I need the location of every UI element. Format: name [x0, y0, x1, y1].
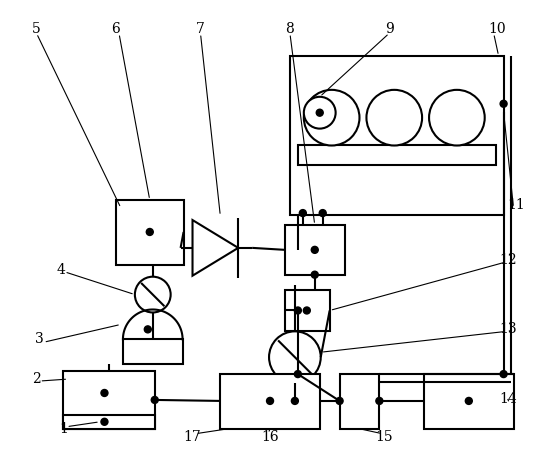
Circle shape — [336, 397, 343, 405]
Circle shape — [319, 210, 326, 217]
Text: 16: 16 — [261, 430, 279, 443]
Bar — [116, 200, 184, 265]
Circle shape — [144, 326, 151, 333]
Text: 7: 7 — [196, 22, 205, 36]
Circle shape — [135, 277, 171, 313]
Circle shape — [500, 100, 507, 107]
Circle shape — [101, 418, 108, 425]
Circle shape — [299, 210, 306, 217]
Text: 3: 3 — [35, 333, 44, 346]
Text: 6: 6 — [112, 22, 120, 36]
Circle shape — [304, 97, 336, 129]
Circle shape — [376, 397, 383, 405]
Text: 14: 14 — [500, 392, 517, 406]
Bar — [285, 289, 330, 331]
Bar — [220, 374, 320, 429]
Text: 1: 1 — [59, 422, 68, 436]
Text: 8: 8 — [285, 22, 294, 36]
Text: 4: 4 — [57, 263, 66, 277]
Circle shape — [429, 90, 485, 145]
Bar — [63, 415, 155, 429]
Text: 17: 17 — [184, 430, 201, 443]
Circle shape — [151, 396, 158, 404]
Text: 10: 10 — [488, 22, 506, 36]
Text: 9: 9 — [385, 22, 394, 36]
Circle shape — [367, 90, 422, 145]
Circle shape — [500, 371, 507, 377]
Text: 5: 5 — [32, 22, 41, 36]
Text: 15: 15 — [375, 430, 393, 443]
Bar — [424, 374, 513, 429]
Bar — [290, 56, 503, 215]
Circle shape — [465, 397, 473, 405]
Circle shape — [267, 397, 273, 405]
Circle shape — [291, 397, 299, 405]
Text: 12: 12 — [500, 253, 517, 267]
Bar — [298, 145, 496, 165]
Circle shape — [146, 228, 153, 236]
Polygon shape — [193, 220, 238, 276]
Circle shape — [269, 331, 321, 383]
Circle shape — [304, 307, 310, 314]
Bar — [285, 225, 344, 275]
Circle shape — [101, 390, 108, 396]
Bar — [63, 371, 155, 429]
Circle shape — [311, 246, 319, 253]
Text: 11: 11 — [508, 198, 526, 212]
Circle shape — [316, 109, 323, 116]
Text: 2: 2 — [32, 372, 41, 386]
Circle shape — [304, 90, 359, 145]
Circle shape — [294, 371, 301, 377]
Text: 13: 13 — [500, 323, 517, 337]
Bar — [339, 374, 379, 429]
Circle shape — [311, 271, 319, 278]
Circle shape — [294, 307, 301, 314]
Bar — [123, 339, 183, 364]
